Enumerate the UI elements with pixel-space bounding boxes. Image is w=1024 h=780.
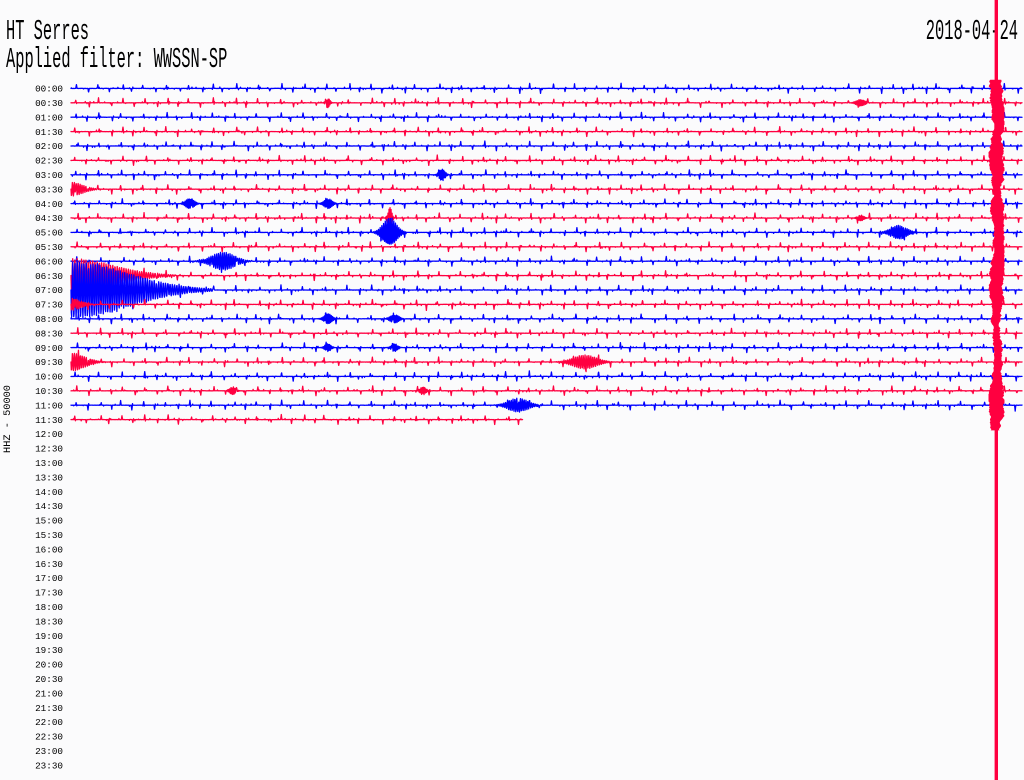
svg-text:17:30: 17:30 xyxy=(35,588,63,599)
svg-text:02:00: 02:00 xyxy=(35,141,63,152)
svg-text:14:00: 14:00 xyxy=(35,487,63,498)
svg-text:00:30: 00:30 xyxy=(35,98,63,109)
svg-text:09:00: 09:00 xyxy=(35,343,63,354)
svg-text:22:30: 22:30 xyxy=(35,732,63,743)
svg-text:17:00: 17:00 xyxy=(35,573,63,584)
svg-text:05:30: 05:30 xyxy=(35,242,63,253)
svg-text:16:30: 16:30 xyxy=(35,559,63,570)
svg-text:01:30: 01:30 xyxy=(35,127,63,138)
svg-text:12:30: 12:30 xyxy=(35,444,63,455)
svg-text:16:00: 16:00 xyxy=(35,544,63,555)
svg-text:19:00: 19:00 xyxy=(35,631,63,642)
svg-text:03:00: 03:00 xyxy=(35,170,63,181)
svg-text:07:30: 07:30 xyxy=(35,300,63,311)
svg-text:06:30: 06:30 xyxy=(35,271,63,282)
svg-text:19:30: 19:30 xyxy=(35,645,63,656)
svg-text:09:30: 09:30 xyxy=(35,357,63,368)
svg-text:21:30: 21:30 xyxy=(35,703,63,714)
svg-text:15:00: 15:00 xyxy=(35,516,63,527)
svg-text:15:30: 15:30 xyxy=(35,530,63,541)
svg-text:14:30: 14:30 xyxy=(35,501,63,512)
svg-text:01:00: 01:00 xyxy=(35,112,63,123)
svg-text:23:30: 23:30 xyxy=(35,760,63,771)
svg-text:11:00: 11:00 xyxy=(35,400,63,411)
svg-text:03:30: 03:30 xyxy=(35,184,63,195)
svg-text:07:00: 07:00 xyxy=(35,285,63,296)
svg-text:05:00: 05:00 xyxy=(35,228,63,239)
svg-text:20:00: 20:00 xyxy=(35,660,63,671)
svg-text:22:00: 22:00 xyxy=(35,717,63,728)
svg-text:20:30: 20:30 xyxy=(35,674,63,685)
svg-text:HHZ - 50000: HHZ - 50000 xyxy=(2,385,14,453)
svg-text:23:00: 23:00 xyxy=(35,746,63,757)
svg-text:04:00: 04:00 xyxy=(35,199,63,210)
svg-text:02:30: 02:30 xyxy=(35,156,63,167)
svg-text:10:30: 10:30 xyxy=(35,386,63,397)
svg-text:08:00: 08:00 xyxy=(35,314,63,325)
svg-text:13:00: 13:00 xyxy=(35,458,63,469)
svg-text:13:30: 13:30 xyxy=(35,472,63,483)
svg-text:04:30: 04:30 xyxy=(35,213,63,224)
svg-text:12:00: 12:00 xyxy=(35,429,63,440)
svg-text:06:00: 06:00 xyxy=(35,256,63,267)
svg-text:11:30: 11:30 xyxy=(35,415,63,426)
svg-text:08:30: 08:30 xyxy=(35,328,63,339)
svg-text:10:00: 10:00 xyxy=(35,372,63,383)
svg-text:21:00: 21:00 xyxy=(35,688,63,699)
svg-text:18:00: 18:00 xyxy=(35,602,63,613)
svg-text:18:30: 18:30 xyxy=(35,616,63,627)
svg-text:00:00: 00:00 xyxy=(35,84,63,95)
